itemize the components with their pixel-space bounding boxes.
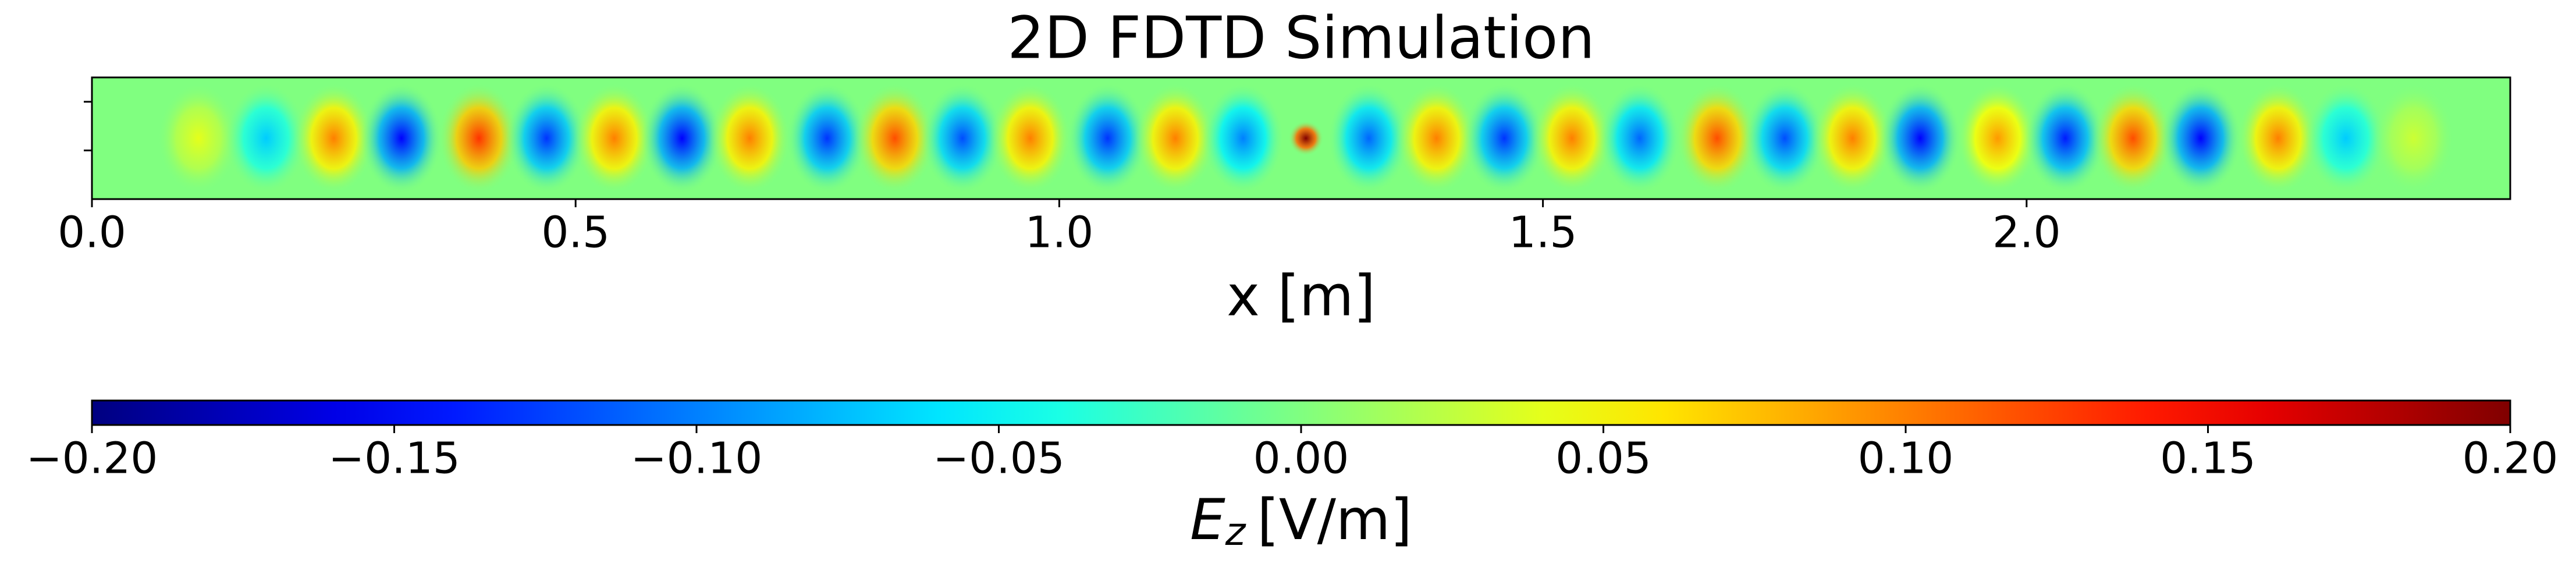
colorbar-tick-label: 0.00 — [1253, 434, 1349, 484]
field-lobe — [786, 83, 868, 194]
field-lobe — [709, 83, 791, 194]
colorbar-tick-label: 0.15 — [2160, 434, 2256, 484]
field-lobe — [641, 83, 723, 194]
field-lobe — [854, 83, 936, 194]
colorbar-tick-label: −0.20 — [26, 434, 158, 484]
plot-frame — [91, 76, 2511, 200]
field-lobe — [225, 83, 307, 194]
colorbar-tick-label: 0.20 — [2463, 434, 2559, 484]
colorbar-tick-label: −0.15 — [328, 434, 460, 484]
colorbar-tick-label: 0.05 — [1555, 434, 1651, 484]
field-lobe — [1531, 83, 1613, 194]
chart-title: 2D FDTD Simulation — [1007, 3, 1594, 72]
field-lobe — [989, 83, 1071, 194]
field-lobe — [1463, 83, 1545, 194]
x-axis-label: x [m] — [1227, 263, 1376, 328]
field-lobe — [573, 83, 655, 194]
field-lobe — [438, 83, 520, 194]
field — [157, 83, 2454, 194]
colorbar-tick-label: −0.05 — [933, 434, 1065, 484]
field-lobe — [1956, 83, 2038, 194]
field-lobe — [1879, 83, 1961, 194]
field-lobe — [506, 83, 588, 194]
colorbar-symbol: E — [1190, 487, 1225, 552]
x-tick-label: 1.5 — [1509, 208, 1577, 258]
field-lobe — [1288, 121, 1324, 156]
field-lobe — [2237, 83, 2319, 194]
field-lobe — [1744, 83, 1826, 194]
field-lobe — [293, 83, 375, 194]
x-tick-label: 0.5 — [541, 208, 610, 258]
field-lobe — [1202, 83, 1284, 194]
colorbar-subscript: z — [1225, 509, 1246, 554]
colorbar-tick-label: 0.10 — [1858, 434, 1954, 484]
colorbar — [91, 399, 2511, 426]
field-lobe — [2160, 83, 2242, 194]
x-tick-label: 1.0 — [1025, 208, 1094, 258]
colorbar-label: Ez [V/m] — [1190, 487, 1412, 554]
field-lobe — [1395, 83, 1477, 194]
field-lobe — [157, 83, 239, 194]
field-lobe — [360, 83, 442, 194]
field-lobe — [2372, 83, 2454, 194]
field-lobe — [1067, 83, 1149, 194]
colorbar-tick-label: −0.10 — [631, 434, 763, 484]
field-lobe — [1598, 83, 1680, 194]
field-lobe — [2092, 83, 2174, 194]
colorbar-unit: [V/m] — [1257, 487, 1412, 552]
field-lobe — [1134, 83, 1216, 194]
field-lobe — [1811, 83, 1893, 194]
field-lobe — [1328, 83, 1410, 194]
field-lobe — [2305, 83, 2387, 194]
field-lobe — [922, 83, 1004, 194]
x-tick-label: 0.0 — [58, 208, 126, 258]
x-tick-label: 2.0 — [1992, 208, 2061, 258]
field-lobe — [1676, 83, 1758, 194]
field-lobe — [2024, 83, 2106, 194]
